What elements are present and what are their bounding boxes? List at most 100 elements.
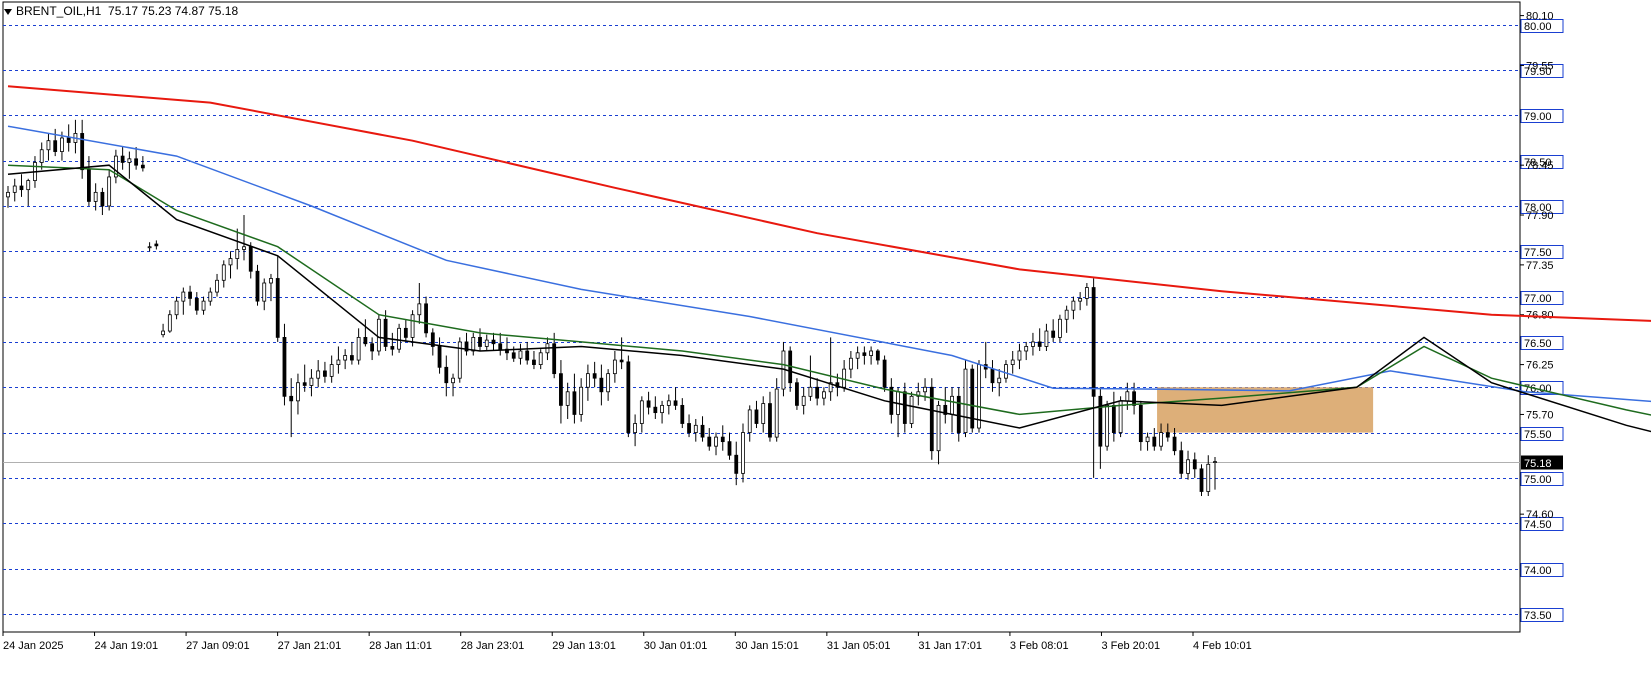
candle-body (242, 246, 246, 250)
moving-average-line (7, 164, 1651, 433)
candle-body (113, 155, 118, 178)
level-label: 76.50 (1524, 338, 1552, 350)
moving-average-line (7, 164, 1651, 416)
candle-body (498, 343, 503, 350)
candle-body (457, 341, 462, 379)
level-label-box (1520, 427, 1564, 441)
candle-body (666, 400, 671, 406)
candle-body (161, 330, 165, 336)
level-label: 75.50 (1524, 429, 1552, 441)
candle-body (1004, 364, 1008, 379)
candle-body (484, 339, 489, 347)
candle-body (687, 423, 691, 433)
candle-body (572, 391, 577, 415)
candle-body (248, 246, 253, 272)
candle-body (923, 386, 927, 393)
candle-body (1159, 432, 1163, 447)
candle-body (424, 303, 428, 334)
level-label: 75.00 (1524, 474, 1552, 486)
candle-body (747, 409, 752, 433)
candle-body (46, 140, 51, 151)
candle-body (255, 270, 260, 302)
candle-body (437, 346, 442, 368)
candle-body (1172, 436, 1177, 452)
level-label-box (1520, 200, 1564, 214)
candle-body (761, 403, 766, 424)
candle-body (606, 373, 611, 393)
candle-body (599, 377, 604, 393)
candle-body (754, 409, 759, 424)
candle-body (1206, 463, 1211, 492)
candle-body (235, 249, 240, 259)
candle-body (100, 191, 105, 207)
collapse-triangle-icon[interactable] (4, 8, 12, 15)
candle-body (1186, 459, 1190, 474)
candle-body (579, 386, 584, 415)
candle-body (855, 352, 860, 359)
candle-body (518, 350, 523, 359)
candle-body (673, 400, 678, 406)
candle-body (889, 386, 894, 415)
candle-body (1084, 287, 1089, 299)
x-tick-label: 3 Feb 20:01 (1101, 640, 1160, 652)
candle-body (221, 264, 226, 281)
candle-body (633, 423, 638, 433)
level-label-box (1520, 381, 1564, 395)
candle-body (60, 137, 64, 152)
candle-body (478, 336, 482, 347)
candle-body (619, 359, 624, 363)
plot-frame (2, 1, 1521, 633)
candle-body (848, 357, 853, 370)
candle-body (795, 382, 799, 406)
candle-body (1091, 287, 1096, 397)
candle-body (356, 336, 361, 361)
level-label-box (1520, 472, 1564, 486)
moving-average-line (7, 125, 1651, 403)
candle-body (87, 169, 91, 202)
candle-body (700, 424, 705, 438)
candle-body (147, 246, 152, 249)
candle-body (282, 336, 287, 397)
candle-body (646, 400, 651, 408)
candle-body (262, 282, 267, 302)
candle-body (403, 327, 408, 338)
candle-body (1064, 309, 1069, 320)
candle-body (134, 158, 139, 166)
candle-body (181, 291, 186, 302)
x-tick-label: 4 Feb 10:01 (1193, 640, 1252, 652)
candle-body (1145, 436, 1150, 443)
candle-body (1192, 459, 1197, 470)
candle-body (228, 258, 233, 266)
candle-body (188, 291, 192, 299)
x-tick-label: 28 Jan 23:01 (461, 640, 525, 652)
candle-body (194, 298, 199, 311)
chart-header: BRENT_OIL,H1 75.17 75.23 74.87 75.18 (4, 4, 238, 18)
candle-body (720, 436, 725, 443)
level-label-box (1520, 608, 1564, 622)
level-label: 73.50 (1524, 610, 1552, 622)
candle-body (660, 404, 664, 414)
candle-body (1152, 436, 1157, 447)
level-label-box (1520, 19, 1564, 33)
x-tick-label: 24 Jan 19:01 (95, 640, 159, 652)
candle-body (532, 359, 536, 365)
candle-body (626, 361, 631, 433)
candle-body (1024, 346, 1029, 352)
y-tick-label: 78.45 (1526, 160, 1554, 172)
candle-body (107, 176, 112, 207)
level-label: 74.50 (1524, 519, 1552, 531)
candle-body (734, 454, 739, 474)
x-tick-label: 27 Jan 21:01 (278, 640, 342, 652)
y-tick-label: 74.60 (1526, 509, 1554, 521)
candle-body (316, 370, 321, 379)
candle-body (511, 352, 516, 359)
candle-body (693, 424, 698, 433)
level-label-box (1520, 245, 1564, 259)
candle-body (363, 336, 368, 345)
level-label: 79.00 (1524, 111, 1552, 123)
candle-body (963, 368, 968, 433)
level-label: 74.00 (1524, 565, 1552, 577)
candle-body (1132, 391, 1136, 406)
